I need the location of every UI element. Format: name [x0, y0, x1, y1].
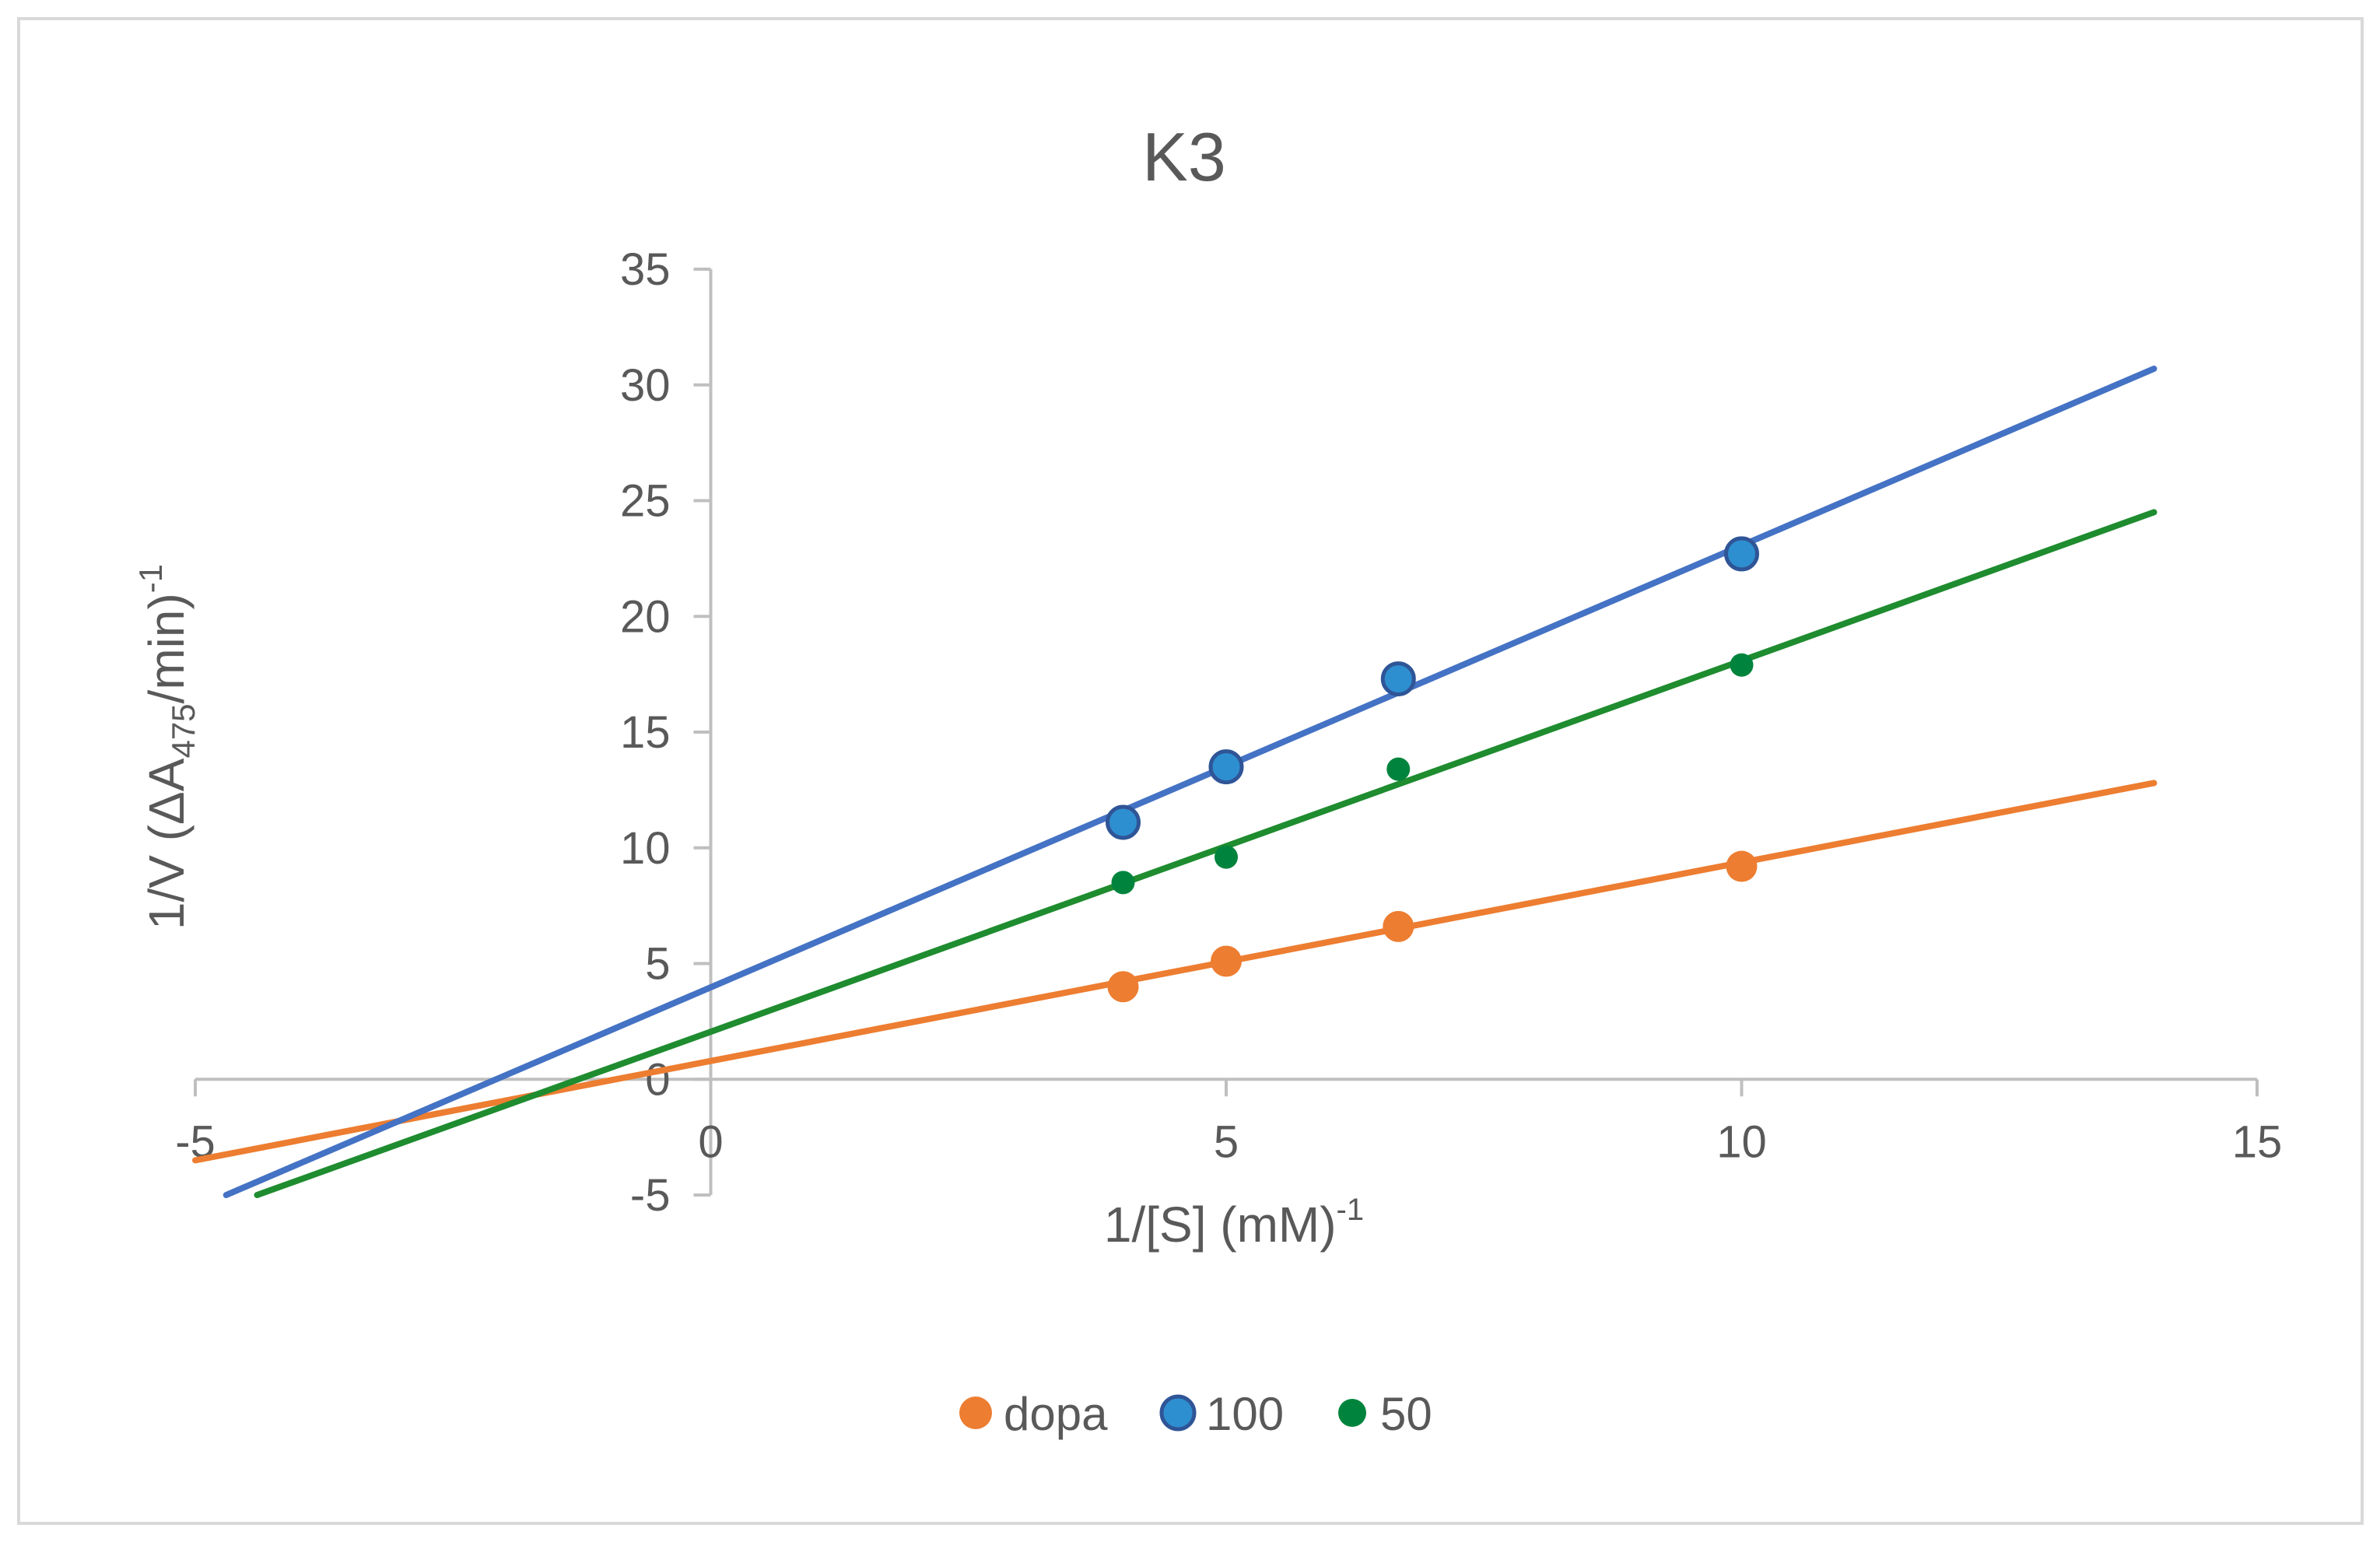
- legend-marker-100: [1159, 1394, 1197, 1432]
- chart-frame: K3 -5 0 5 10 15 -5 0 5 10 15 20 25 30 35 1/[S] (mM)-1…: [17, 17, 2364, 1525]
- point-100: [1724, 536, 1759, 572]
- y-tick-label: 5: [645, 939, 670, 990]
- point-50: [1386, 757, 1411, 781]
- x-axis-title-sup: -1: [1337, 1193, 1365, 1227]
- y-tick-label: 20: [620, 591, 671, 642]
- x-axis-title-main: 1/[S] (mM): [1104, 1197, 1337, 1253]
- y-tick-label: 30: [620, 360, 671, 411]
- y-tick-label: 10: [620, 823, 671, 874]
- legend-label-dopa: dopa: [1004, 1388, 1108, 1440]
- y-tick-label: 35: [620, 244, 671, 295]
- legend: dopa 100 50: [959, 1388, 1432, 1440]
- point-100: [1208, 749, 1244, 785]
- chart-title: K3: [1142, 118, 1226, 195]
- trendline-dopa: [192, 780, 2157, 1164]
- y-tick-label: 25: [620, 476, 671, 527]
- y-tick-label: 0: [645, 1054, 670, 1105]
- legend-label-100: 100: [1206, 1388, 1284, 1440]
- y-axis-title: 1/V (ΔA475/min)-1: [132, 564, 202, 930]
- point-50: [1215, 845, 1238, 869]
- legend-marker-50: [1338, 1399, 1366, 1427]
- x-tick-label: 5: [1214, 1116, 1239, 1167]
- point-dopa: [1383, 910, 1414, 942]
- y-tick-label: 15: [620, 707, 671, 758]
- trendlines: [192, 365, 2157, 1198]
- y-axis-title-prefix: 1/V (ΔA: [138, 758, 195, 930]
- trendline-50: [254, 509, 2157, 1198]
- x-axis-title: 1/[S] (mM)-1: [1104, 1193, 1364, 1253]
- point-100: [1106, 804, 1141, 840]
- data-points: [1106, 536, 1759, 1003]
- point-50: [1730, 653, 1754, 677]
- legend-label-50: 50: [1380, 1388, 1432, 1440]
- x-tick-label: 15: [2232, 1116, 2283, 1167]
- point-dopa: [1726, 850, 1758, 882]
- point-100: [1380, 661, 1416, 697]
- y-axis-title-sub: 475: [165, 703, 202, 758]
- point-dopa: [1107, 971, 1139, 1003]
- y-tick-label: -5: [630, 1170, 671, 1221]
- x-tick-label: 10: [1716, 1116, 1767, 1167]
- y-axis-title-sup: -1: [132, 564, 169, 593]
- legend-marker-dopa: [959, 1397, 992, 1429]
- x-tick-label: 0: [698, 1116, 723, 1167]
- point-50: [1111, 871, 1135, 895]
- trendline-100: [223, 365, 2157, 1198]
- point-dopa: [1211, 945, 1242, 977]
- y-axis-title-mid: /min): [138, 593, 195, 703]
